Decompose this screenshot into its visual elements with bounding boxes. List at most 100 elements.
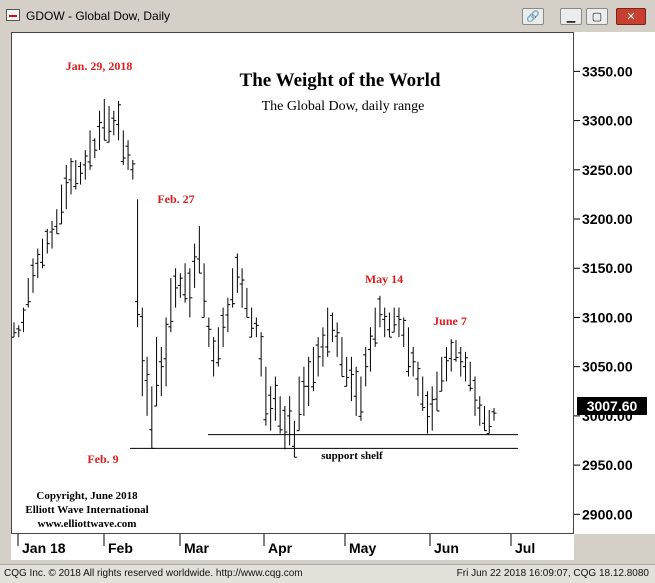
price-bar — [163, 317, 169, 387]
price-bar — [420, 376, 426, 411]
price-bar — [263, 366, 269, 426]
price-bar — [215, 327, 221, 367]
x-tick-label: Feb — [108, 540, 133, 556]
price-bar — [258, 332, 264, 377]
price-bar — [239, 268, 245, 308]
price-bar — [458, 346, 464, 377]
price-bar — [206, 317, 212, 347]
price-bar — [21, 307, 27, 333]
price-bar — [439, 356, 445, 392]
price-bar — [320, 327, 326, 367]
chart-app-icon — [6, 9, 20, 21]
price-bar — [353, 366, 359, 416]
last-price-badge — [577, 397, 647, 415]
price-bar — [301, 366, 307, 416]
price-bar — [82, 150, 88, 180]
price-bar — [30, 258, 36, 293]
y-tick-label: 3350.00 — [582, 63, 633, 79]
price-bar — [234, 253, 240, 293]
x-tick-label: Jun — [434, 540, 459, 556]
price-bar — [448, 339, 454, 372]
price-bar — [177, 273, 183, 298]
y-axis-panel — [574, 32, 655, 534]
price-bar — [329, 312, 335, 343]
price-bar — [40, 238, 46, 269]
y-tick-label: 3300.00 — [582, 113, 633, 129]
price-bar — [315, 337, 321, 377]
price-bar — [92, 138, 98, 158]
annotation-june7: June 7 — [433, 314, 467, 328]
price-bar — [87, 130, 93, 170]
price-bar — [453, 340, 459, 362]
price-bar — [116, 100, 122, 141]
annotation-support-shelf: support shelf — [321, 450, 383, 462]
y-axis-ticks: 2900.002950.003000.003050.003100.003150.… — [574, 63, 633, 522]
price-bar — [130, 159, 136, 180]
price-bar — [434, 371, 440, 412]
status-copyright: CQG Inc. © 2018 All rights reserved worl… — [4, 568, 303, 579]
price-bar — [196, 225, 202, 274]
x-tick-label: May — [349, 540, 376, 556]
status-timestamp: Fri Jun 22 2018 16:09:07, CQG 18.12.8080 — [456, 568, 649, 579]
price-bar — [249, 307, 255, 338]
minimize-icon[interactable]: ▁ — [560, 8, 582, 25]
chart-svg: 2900.002950.003000.003050.003100.003150.… — [11, 59, 647, 556]
price-bar — [49, 220, 55, 249]
price-bar — [35, 248, 41, 279]
annotation-may14: May 14 — [365, 272, 403, 286]
y-tick-label: 3250.00 — [582, 162, 633, 178]
price-bar — [244, 287, 250, 318]
price-bar — [325, 307, 331, 357]
x-tick-label: Mar — [184, 540, 209, 556]
price-bar — [344, 356, 350, 387]
price-bar — [25, 278, 31, 308]
price-bar — [467, 361, 473, 392]
price-bar — [139, 307, 145, 397]
price-bar — [358, 376, 364, 421]
price-bar — [144, 356, 150, 416]
price-bar — [386, 312, 392, 338]
price-bar — [125, 140, 131, 170]
price-bar — [149, 386, 155, 449]
price-bar — [306, 356, 312, 407]
price-bar — [68, 157, 74, 195]
x-tick-label: Jan 18 — [22, 540, 66, 556]
x-tick-label: Jul — [515, 540, 535, 556]
price-bar — [310, 346, 316, 392]
price-bar — [111, 110, 117, 136]
price-bar — [296, 376, 302, 432]
price-bar — [158, 346, 164, 397]
price-bar — [182, 263, 188, 303]
price-bar — [173, 268, 179, 308]
y-tick-label: 2900.00 — [582, 506, 633, 522]
price-bar — [78, 161, 84, 185]
price-bar — [154, 337, 160, 407]
price-bar — [372, 307, 378, 347]
price-bar — [268, 386, 274, 431]
restore-icon[interactable]: ▢ — [586, 8, 608, 25]
price-bar — [481, 406, 487, 432]
price-bar — [54, 209, 60, 235]
price-bar — [120, 130, 126, 165]
annotation-feb9: Feb. 9 — [87, 452, 118, 466]
price-bar — [201, 263, 207, 318]
plot-area — [11, 32, 574, 534]
price-bar — [230, 268, 236, 308]
close-icon[interactable]: ✕ — [616, 8, 646, 25]
price-bar — [211, 337, 217, 377]
y-tick-label: 3100.00 — [582, 309, 633, 325]
price-bar — [396, 307, 402, 338]
annotation-jan29: Jan. 29, 2018 — [66, 59, 133, 73]
price-bar — [101, 98, 107, 141]
price-bar — [73, 159, 79, 190]
price-bar — [220, 307, 226, 347]
status-bar: CQG Inc. © 2018 All rights reserved worl… — [0, 564, 655, 583]
credit-line-3: www.elliottwave.com — [38, 518, 137, 530]
price-bar — [410, 346, 416, 377]
price-bar — [44, 228, 50, 254]
price-bar — [287, 396, 293, 446]
link-icon[interactable]: 🔗 — [522, 8, 544, 25]
price-bar — [106, 105, 112, 143]
price-bar — [401, 317, 407, 347]
x-tick-label: Apr — [268, 540, 293, 556]
